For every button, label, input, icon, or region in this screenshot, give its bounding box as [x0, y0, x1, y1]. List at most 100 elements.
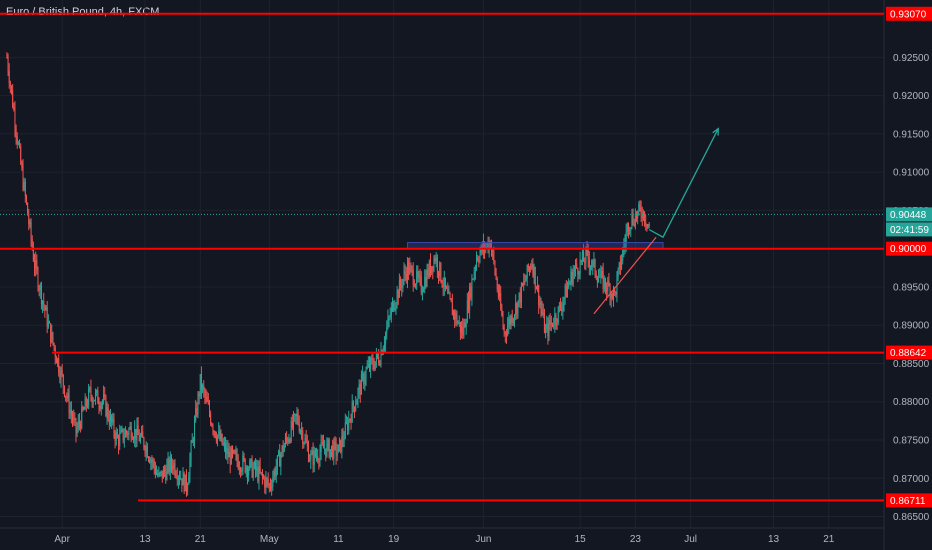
candle-body [131, 438, 133, 440]
candle-body [138, 434, 140, 442]
candle-body [522, 283, 524, 286]
level-price-label: 0.93070 [890, 9, 927, 20]
candle-body [578, 274, 580, 276]
candle-body [488, 241, 490, 251]
candle-body [219, 430, 221, 440]
candle-body [557, 306, 559, 323]
candle-body [532, 263, 534, 276]
candle-body [269, 484, 271, 487]
candle-body [159, 472, 161, 474]
candle-body [382, 348, 384, 355]
candle-body [34, 260, 36, 269]
time-tick-label: 23 [630, 534, 642, 545]
candle-body [558, 305, 560, 307]
candle-body [319, 451, 321, 462]
candle-body [365, 368, 367, 379]
candle-body [389, 316, 391, 318]
candle-body [61, 369, 63, 375]
candle-body [36, 260, 38, 270]
candle-body [385, 333, 387, 344]
candle-body [402, 279, 404, 289]
candle-body [190, 442, 192, 459]
candle-body [309, 460, 311, 462]
candle-body [7, 57, 9, 72]
candle-body [600, 271, 602, 277]
candle-body [439, 262, 441, 276]
candle-body [343, 438, 345, 441]
candle-body [288, 439, 290, 443]
candle-body [107, 407, 109, 419]
candle-body [313, 450, 315, 465]
candle-body [284, 437, 286, 446]
candle-body [415, 284, 417, 287]
candle-body [187, 484, 189, 492]
candle-body [47, 322, 49, 327]
candle-body [518, 292, 520, 301]
candle-body [24, 182, 26, 196]
candle-body [291, 420, 293, 428]
candle-body [27, 203, 29, 216]
candle-body [65, 395, 67, 397]
time-tick-label: 19 [388, 534, 400, 545]
candle-body [386, 327, 388, 334]
candle-body [561, 308, 563, 311]
candle-body [236, 453, 238, 461]
candle-body [96, 390, 98, 393]
price-tick-label: 0.92500 [893, 53, 930, 64]
candle-body [39, 284, 41, 290]
candle-body [95, 392, 97, 400]
candle-body [74, 417, 76, 419]
candle-body [98, 403, 100, 407]
candle-body [608, 280, 610, 286]
candle-body [297, 413, 299, 424]
candle-body [375, 353, 377, 362]
candle-body [29, 222, 31, 225]
time-tick-label: 13 [768, 534, 780, 545]
candle-body [351, 401, 353, 423]
candle-body [146, 446, 148, 458]
candle-body [410, 265, 412, 267]
countdown-badge [886, 222, 932, 237]
candle-body [562, 303, 564, 311]
candle-body [599, 276, 601, 278]
candle-body [208, 403, 210, 414]
candle-body [276, 455, 278, 468]
candle-body [197, 394, 199, 415]
candle-body [83, 409, 85, 411]
candle-body [392, 301, 394, 308]
candle-body [575, 263, 577, 269]
candle-body [553, 325, 555, 327]
candle-body [618, 262, 620, 269]
candle-body [644, 211, 646, 223]
candle-body [431, 266, 433, 274]
candle-body [305, 438, 307, 443]
candle-body [326, 443, 328, 457]
candle-body [534, 266, 536, 287]
candle-body [435, 257, 437, 262]
candle-body [405, 273, 407, 280]
candle-body [625, 231, 627, 243]
candle-body [264, 478, 266, 488]
candle-body [279, 451, 281, 467]
candle-body [259, 466, 261, 473]
candle-body [412, 269, 414, 286]
candle-body [458, 322, 460, 324]
candle-body [334, 441, 336, 443]
candle-body [584, 261, 586, 264]
candle-body [426, 269, 428, 286]
candle-body [68, 393, 70, 413]
candle-body [189, 458, 191, 477]
candle-body [281, 445, 283, 455]
candle-body [387, 318, 389, 328]
candle-body [495, 273, 497, 279]
candle-body [541, 308, 543, 315]
candle-body [275, 467, 277, 477]
candle-body [417, 271, 419, 278]
candle-body [427, 269, 429, 277]
candle-body [142, 431, 144, 438]
candle-body [592, 260, 594, 267]
candle-body [204, 390, 206, 397]
candle-body [150, 459, 152, 463]
candle-body [519, 292, 521, 303]
candle-body [398, 279, 400, 298]
